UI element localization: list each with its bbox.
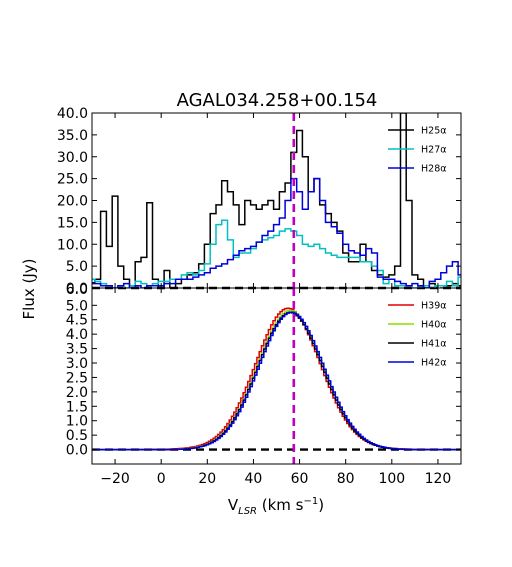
x-tick-label-1: 0 — [157, 471, 166, 487]
x-tick-label-5: 80 — [337, 471, 355, 487]
x-tick-label-6: 100 — [378, 471, 405, 487]
upper-y-tick-label-8: 40.0 — [57, 106, 88, 122]
x-tick-label-2: 20 — [198, 471, 216, 487]
series-h42-alpha — [92, 311, 461, 451]
lower-y-tick-label-3: 1.5 — [66, 399, 88, 415]
series-h39-alpha — [92, 307, 461, 451]
legend-label-h42-alpha: H42α — [421, 358, 447, 369]
lower-y-tick-label-1: 0.5 — [66, 428, 88, 444]
series-h28-alpha — [92, 177, 461, 288]
chart-title: AGAL034.258+00.154 — [177, 90, 378, 111]
upper-y-tick-label-1: 5.0 — [66, 259, 88, 275]
y-axis-label: Flux (Jy) — [20, 259, 38, 320]
series-h40-alpha — [92, 309, 461, 451]
series-h41-alpha — [92, 311, 461, 451]
upper-y-tick-label-5: 25.0 — [57, 172, 88, 188]
lower-y-tick-label-4: 2.0 — [66, 385, 88, 401]
upper-y-tick-label-6: 30.0 — [57, 150, 88, 166]
upper-y-tick-label-4: 20.0 — [57, 194, 88, 210]
legend-label-h28-alpha: H28α — [421, 164, 447, 175]
x-axis-label-exp: −1 — [304, 496, 319, 507]
lower-frame — [91, 287, 462, 465]
legend-label-h25-alpha: H25α — [421, 126, 447, 137]
lower-panel: 0.00.51.01.52.02.53.03.54.04.55.06.0−20 0… — [66, 282, 462, 487]
x-tick-label-3: 40 — [245, 471, 263, 487]
series-h25-alpha — [92, 113, 461, 288]
x-axis-label-sub: LSR — [238, 506, 257, 517]
upper-panel: 0.0 5.0 10.0 15.0 20.0 25.0 30.0 35.0 40.0 H25α H2… — [57, 106, 462, 297]
upper-y-tick-label-2: 10.0 — [57, 237, 88, 253]
x-axis-label-close: ) — [318, 496, 324, 514]
x-axis-label-units: (km s — [257, 496, 304, 514]
x-axis-label: VLSR (km s−1) — [228, 496, 324, 517]
x-tick-label-4: 60 — [291, 471, 309, 487]
upper-y-tick-label-0: 0.0 — [66, 281, 88, 297]
x-axis-label-main: V — [228, 496, 239, 514]
lower-y-tick-label-0: 0.0 — [66, 443, 88, 459]
legend-label-h39-alpha: H39α — [421, 301, 447, 312]
lower-y-tick-label-8: 4.0 — [66, 327, 88, 343]
x-tick-label-0: −20 — [100, 471, 130, 487]
upper-y-tick-label-3: 15.0 — [57, 215, 88, 231]
x-tick-label-7: 120 — [425, 471, 452, 487]
lower-y-tick-label-9: 4.5 — [66, 313, 88, 329]
lower-y-tick-label-top: 6.0 — [66, 282, 88, 298]
legend-label-h40-alpha: H40α — [421, 320, 447, 331]
lower-y-tick-label-2: 1.0 — [66, 414, 88, 430]
upper-y-tick-label-7: 35.0 — [57, 128, 88, 144]
lower-y-tick-label-6: 3.0 — [66, 356, 88, 372]
series-h27-alpha — [92, 219, 461, 288]
lower-y-tick-label-5: 2.5 — [66, 370, 88, 386]
legend-label-h41-alpha: H41α — [421, 339, 447, 350]
lower-y-tick-label-10: 5.0 — [66, 298, 88, 314]
lower-y-tick-label-7: 3.5 — [66, 342, 88, 358]
legend-label-h27-alpha: H27α — [421, 145, 447, 156]
